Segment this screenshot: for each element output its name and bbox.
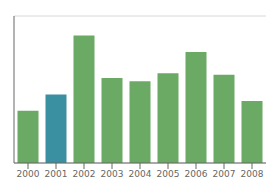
svg-text:2007: 2007 [213, 169, 236, 179]
svg-text:2002: 2002 [73, 169, 96, 179]
svg-text:2008: 2008 [241, 169, 264, 179]
svg-text:2003: 2003 [101, 169, 124, 179]
svg-text:2005: 2005 [157, 169, 180, 179]
svg-text:2000: 2000 [17, 169, 40, 179]
svg-text:2001: 2001 [45, 169, 68, 179]
svg-text:2006: 2006 [185, 169, 208, 179]
svg-text:2004: 2004 [129, 169, 152, 179]
